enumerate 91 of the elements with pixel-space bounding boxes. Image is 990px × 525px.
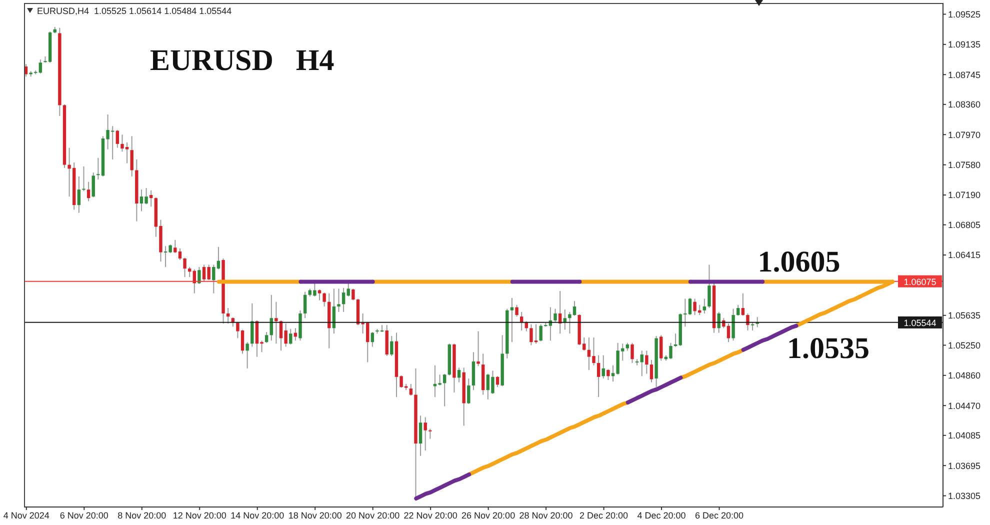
candlestick <box>606 368 610 381</box>
x-tick-label: 12 Nov 20:00 <box>172 510 226 520</box>
candlestick <box>496 376 500 388</box>
candlestick <box>645 350 648 374</box>
x-tick-label: 22 Nov 20:00 <box>404 510 458 520</box>
candlestick <box>674 333 678 348</box>
x-tick-label: 2 Dec 20:00 <box>580 510 628 520</box>
candlestick <box>86 181 90 202</box>
candlestick <box>188 266 192 278</box>
candlestick <box>515 304 518 318</box>
candlestick <box>596 354 600 398</box>
y-tick-label: 1.09525 <box>948 9 981 20</box>
x-tick-label: 8 Nov 20:00 <box>118 510 166 520</box>
candlestick <box>554 308 557 322</box>
y-tick-label: 1.05635 <box>948 310 981 321</box>
y-tick-label: 1.09135 <box>948 40 981 50</box>
annotation: 1.0535 <box>787 332 870 365</box>
x-tick-label: 14 Nov 20:00 <box>230 510 284 520</box>
candlestick <box>116 129 120 148</box>
candlestick <box>424 416 427 451</box>
y-tick-label: 1.06415 <box>948 250 981 260</box>
y-tick-label: 1.05250 <box>948 340 981 350</box>
x-tick-label: 26 Nov 20:00 <box>462 510 516 520</box>
candlestick <box>289 328 292 345</box>
candlestick <box>346 281 350 297</box>
y-tick-label: 1.07970 <box>948 130 981 140</box>
y-tick-label: 1.07580 <box>948 160 981 170</box>
x-tick-label: 28 Nov 20:00 <box>519 510 573 520</box>
candlestick <box>130 136 134 177</box>
y-tick-label: 1.08360 <box>948 100 981 110</box>
candlestick <box>472 352 476 391</box>
candlestick <box>660 334 663 362</box>
candlestick <box>370 332 374 348</box>
candlestick <box>322 292 326 307</box>
candlestick <box>390 335 394 357</box>
x-tick-label: 6 Dec 20:00 <box>694 510 744 520</box>
candlestick <box>274 301 278 344</box>
y-tick-label: 1.08745 <box>948 70 981 80</box>
y-tick-label: 1.06805 <box>948 220 981 230</box>
candlestick <box>183 257 186 278</box>
candlestick <box>467 378 470 405</box>
x-tick-label: 18 Nov 20:00 <box>288 510 342 520</box>
candlestick <box>510 297 514 343</box>
candlestick <box>732 308 735 342</box>
candlestick <box>352 288 355 301</box>
annotation: 1.0605 <box>758 246 840 279</box>
candlestick <box>246 342 249 369</box>
candlestick <box>640 350 644 377</box>
candlestick <box>650 359 654 383</box>
x-tick-label: 4 Dec 20:00 <box>637 510 686 520</box>
candlestick <box>702 298 706 314</box>
candlestick <box>476 330 480 367</box>
text: EURUSD H4 <box>150 44 334 78</box>
candlestick <box>539 324 542 342</box>
x-tick-label: 4 Nov 2024 <box>3 510 50 520</box>
x-tick-label: 6 Nov 20:00 <box>60 510 108 520</box>
y-tick-label: 1.03305 <box>948 490 981 501</box>
ref-line-label: 1.06075 <box>904 276 936 287</box>
candlestick <box>92 172 95 198</box>
y-tick-label: 1.04470 <box>948 400 981 411</box>
candlestick <box>385 324 388 357</box>
y-tick-label: 1.07190 <box>948 190 981 200</box>
candlestick <box>443 373 446 407</box>
candlestick <box>630 342 634 364</box>
candlestick <box>342 287 346 312</box>
candlestick <box>337 288 340 312</box>
candlestick <box>303 291 307 319</box>
candlestick <box>212 264 216 294</box>
ref-line-label: 1.05544 <box>904 318 936 328</box>
candlestick <box>741 292 745 316</box>
candlestick <box>746 312 750 331</box>
candlestick <box>418 415 422 456</box>
candlestick <box>318 288 322 301</box>
candlestick <box>150 190 153 208</box>
candlestick <box>198 266 201 285</box>
candlestick <box>736 304 740 316</box>
candlestick <box>428 428 432 440</box>
candlestick <box>38 59 42 74</box>
candlestick <box>264 332 268 344</box>
y-tick-label: 1.04085 <box>948 430 981 441</box>
y-tick-label: 1.04860 <box>948 370 981 381</box>
candlestick <box>216 246 220 270</box>
x-tick-label: 20 Nov 20:00 <box>346 510 400 520</box>
candlestick <box>457 367 461 383</box>
candlestick <box>226 308 230 324</box>
candlestick <box>409 383 413 396</box>
candlestick <box>250 302 254 348</box>
chart-subtitle: EURUSD,H4 1.05525 1.05614 1.05484 1.05544 <box>37 6 232 16</box>
y-tick-label: 1.03695 <box>948 460 981 471</box>
candlestick <box>602 354 605 379</box>
candlestick <box>708 264 711 309</box>
